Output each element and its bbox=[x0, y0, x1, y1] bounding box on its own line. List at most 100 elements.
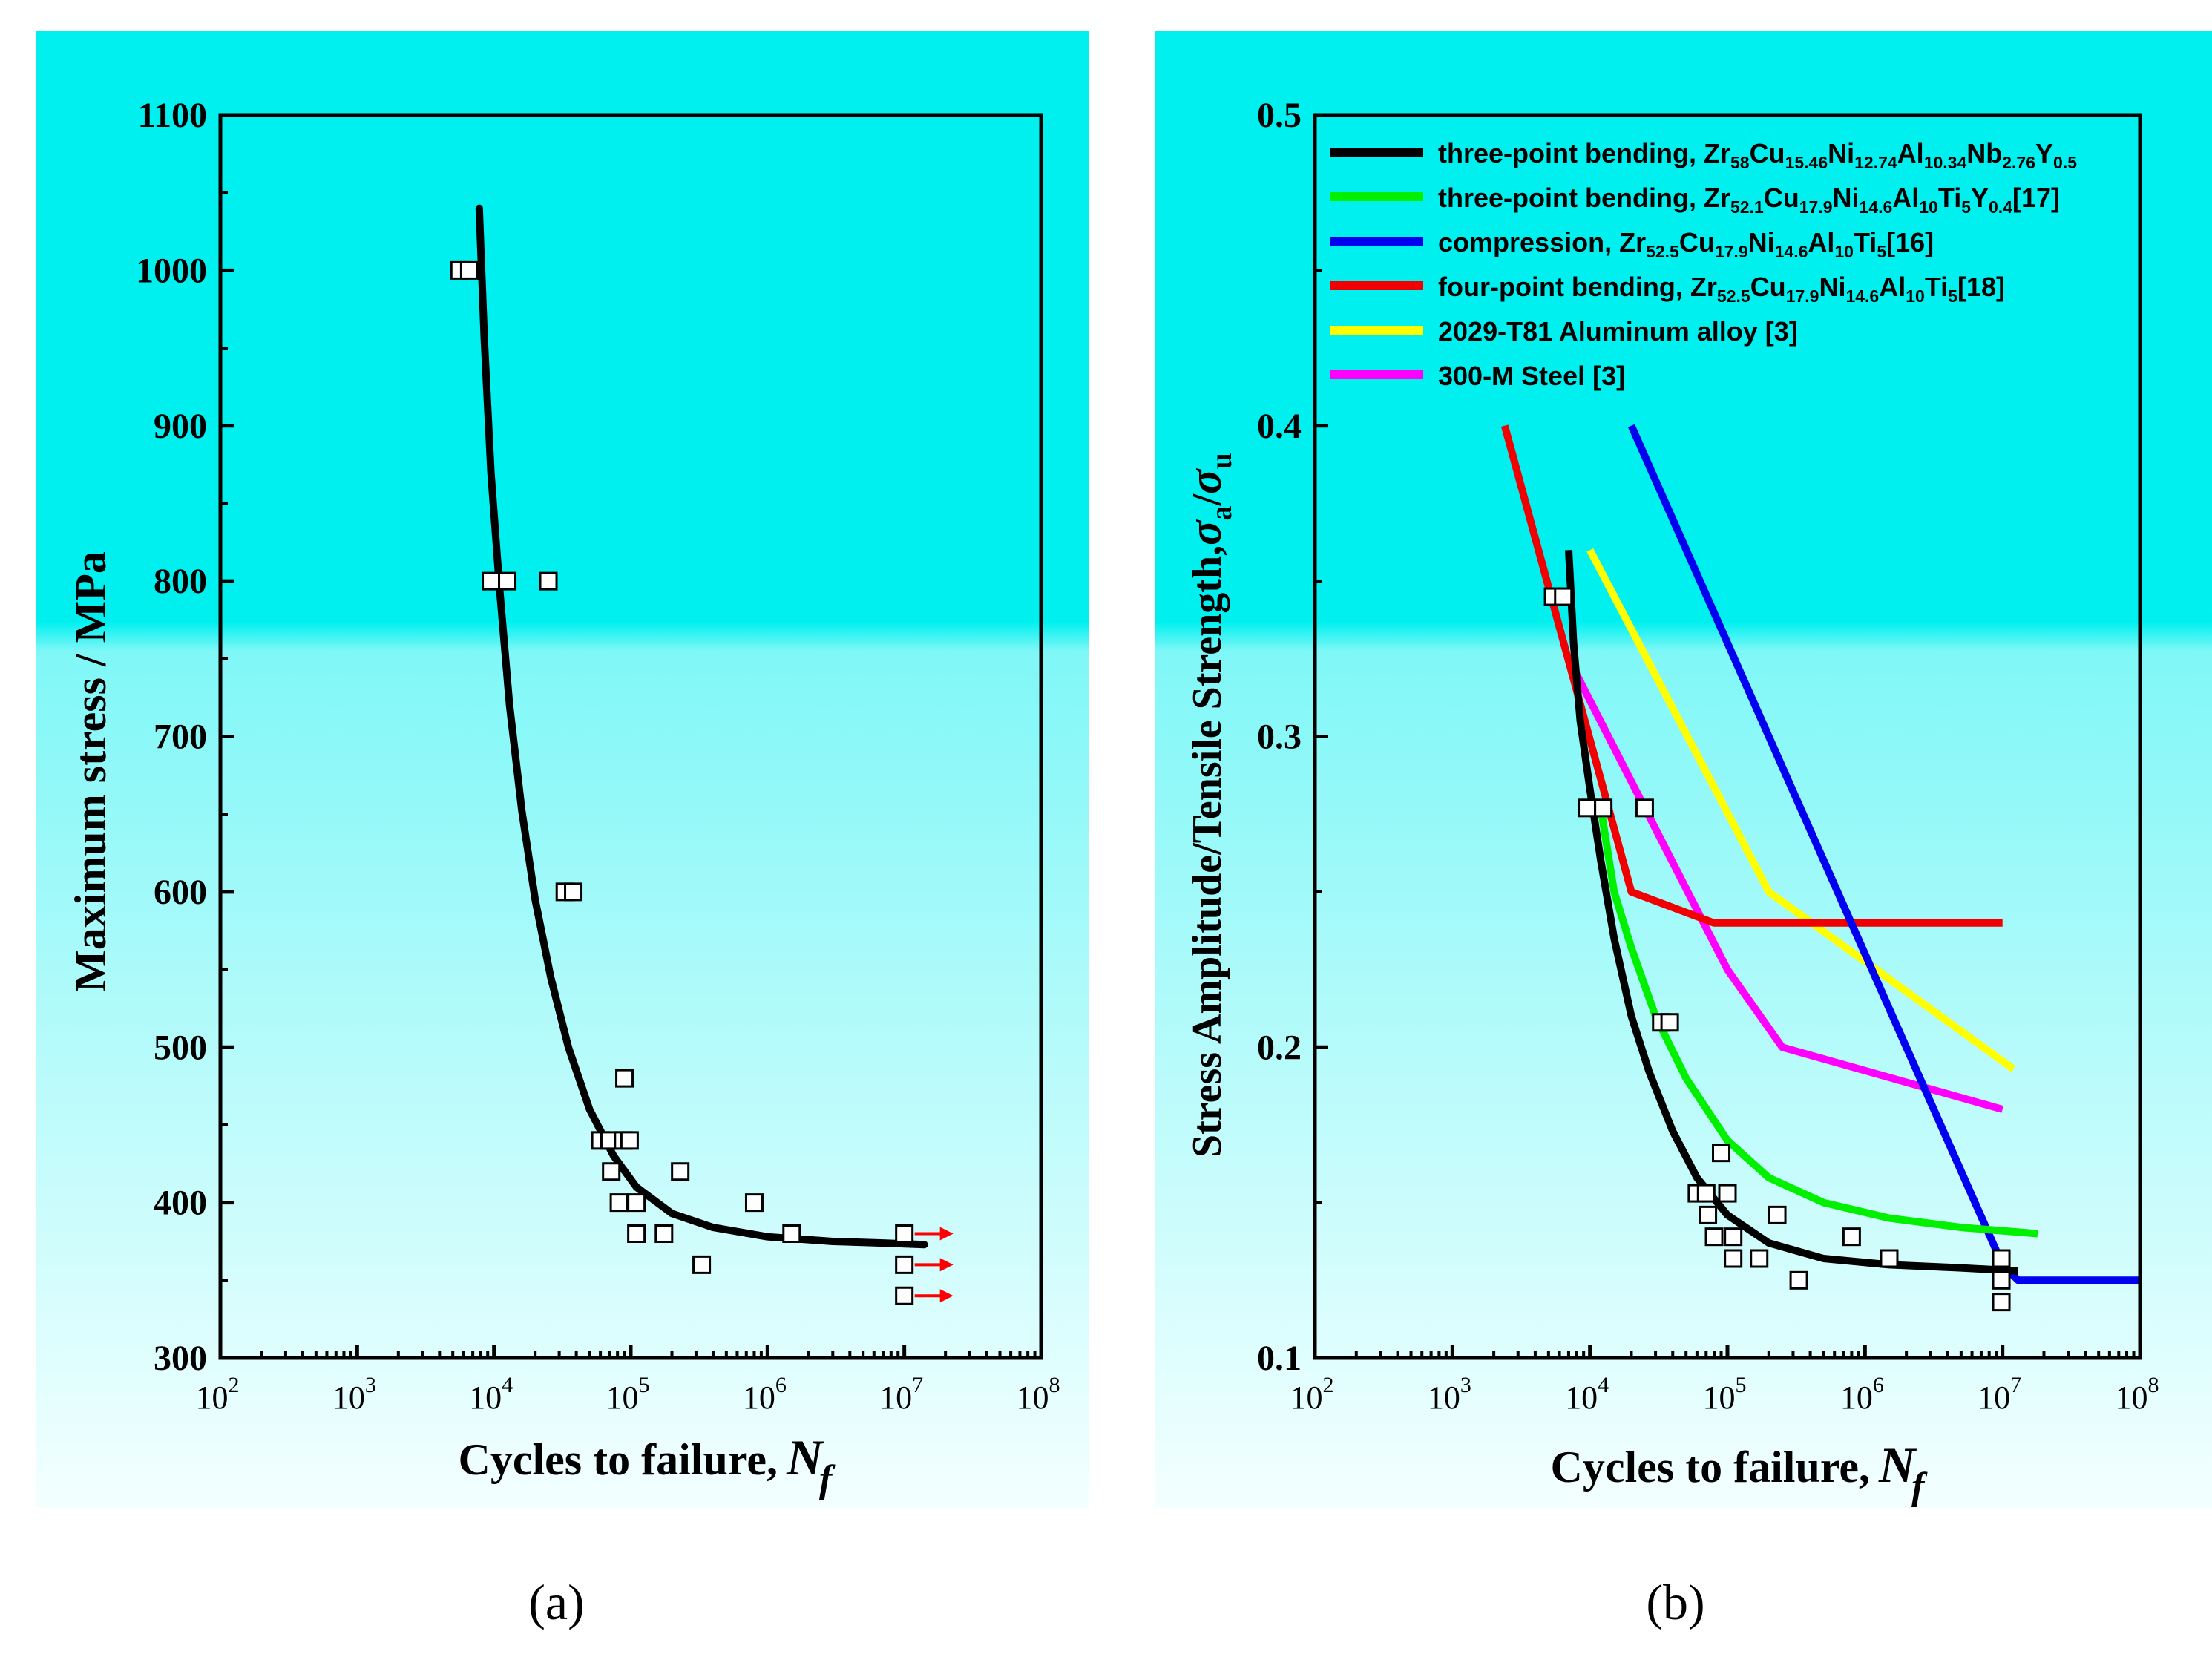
a-y-tick-label: 900 bbox=[154, 407, 207, 446]
panel-b-series-line bbox=[1573, 672, 2004, 1113]
b-x-tick-label: 102 bbox=[1290, 1373, 1334, 1416]
b-y-tick-label: 0.2 bbox=[1257, 1028, 1302, 1067]
panel-b-y-axis-sigma-a: σ bbox=[1181, 519, 1231, 545]
b-y-tick-label: 0.4 bbox=[1257, 407, 1302, 446]
panel-a-data-point bbox=[564, 882, 583, 902]
a-y-tick-label: 600 bbox=[154, 873, 207, 912]
a-x-tick-label: 106 bbox=[743, 1373, 787, 1416]
panel-b-series-line bbox=[1500, 424, 2003, 927]
panel-a-caption: (a) bbox=[528, 1574, 584, 1630]
panel-b-data-point bbox=[1724, 1249, 1743, 1268]
panel-b-series-line bbox=[1565, 550, 2019, 1275]
panel-a-x-axis-label: Cycles to failure, bbox=[459, 1435, 778, 1484]
panel-a-runout-arrows bbox=[914, 1227, 954, 1303]
panel-a-data-point bbox=[539, 571, 558, 591]
panel-b-data-point bbox=[1578, 798, 1597, 818]
panel-b-data-point bbox=[1992, 1293, 2011, 1312]
panel-b-y-axis-slash: / bbox=[1184, 493, 1230, 506]
panel-a-data-point bbox=[895, 1255, 914, 1274]
panel-b-data-points bbox=[1543, 587, 2011, 1312]
panel-b-data-point bbox=[1842, 1227, 1861, 1247]
panel-a-axes-frame bbox=[218, 113, 1043, 1360]
a-y-tick-label: 700 bbox=[154, 718, 207, 757]
panel-b-y-axis-sub-a: a bbox=[1204, 505, 1238, 520]
panel-b-data-point bbox=[1554, 587, 1573, 606]
panel-a-data-point bbox=[627, 1193, 646, 1213]
panel-a-fit-curve bbox=[475, 204, 928, 1249]
a-x-tick-label: 104 bbox=[469, 1373, 513, 1416]
panel-b-data-point bbox=[1750, 1249, 1769, 1268]
a-y-tick-label: 800 bbox=[154, 562, 207, 601]
a-y-tick-label: 500 bbox=[154, 1028, 207, 1067]
b-y-tick-label: 0.1 bbox=[1257, 1339, 1302, 1378]
panel-a-data-point bbox=[482, 571, 501, 591]
panel-b-series-line bbox=[1586, 548, 2016, 1072]
panel-a-runout-arrowhead bbox=[939, 1258, 954, 1272]
panel-b-data-point bbox=[1660, 1013, 1679, 1032]
panel-b-y-axis-sigma-u: σ bbox=[1181, 468, 1231, 494]
a-x-tick-label: 103 bbox=[332, 1373, 376, 1416]
panel-b-data-point bbox=[1789, 1270, 1808, 1290]
b-x-tick-label: 108 bbox=[2116, 1373, 2159, 1416]
a-y-tick-label: 300 bbox=[154, 1339, 207, 1378]
panel-a-data-point bbox=[895, 1286, 914, 1305]
panel-a-background bbox=[36, 31, 1089, 1508]
legend-label: three-point bending, Zr52.1Cu17.9Ni14.6A… bbox=[1438, 183, 2060, 217]
a-x-tick-label: 107 bbox=[879, 1373, 923, 1416]
panel-a-x-axis-variable-sub: f bbox=[819, 1458, 836, 1500]
panel-a-data-point bbox=[627, 1224, 646, 1243]
panel-b-data-point bbox=[1594, 798, 1613, 818]
b-x-tick-label: 107 bbox=[1978, 1373, 2021, 1416]
legend-label: four-point bending, Zr52.5Cu17.9Ni14.6Al… bbox=[1438, 272, 2005, 306]
panel-b-data-point bbox=[1704, 1227, 1724, 1247]
panel-b-data-point bbox=[1992, 1270, 2011, 1290]
panel-b-series-lines bbox=[1500, 424, 2140, 1284]
panel-a-data-point bbox=[615, 1069, 634, 1088]
panel-a-x-tick-labels: 102 103 104 105 106 107 108 bbox=[196, 1373, 1060, 1416]
panel-a-data-point bbox=[609, 1193, 629, 1213]
panel-a-data-point bbox=[671, 1162, 690, 1181]
a-x-tick-label: 102 bbox=[196, 1373, 240, 1416]
panel-a-data-point bbox=[654, 1224, 674, 1243]
b-y-tick-label: 0.3 bbox=[1257, 718, 1302, 757]
panel-a-runout-arrowhead bbox=[939, 1227, 954, 1241]
panel-b-x-tick-labels: 102 103 104 105 106 107 108 bbox=[1290, 1373, 2159, 1416]
panel-b-data-point bbox=[1992, 1249, 2011, 1268]
a-y-tick-label: 1100 bbox=[138, 96, 207, 135]
panel-b-y-tick-labels: 0.1 0.2 0.3 0.4 0.5 bbox=[1257, 96, 1302, 1378]
panel-a-data-point bbox=[782, 1224, 801, 1243]
panel-b-x-axis-variable-sub: f bbox=[1911, 1466, 1928, 1508]
a-x-tick-label: 105 bbox=[606, 1373, 650, 1416]
legend-label: three-point bending, Zr58Cu15.46Ni12.74A… bbox=[1438, 138, 2077, 172]
panel-b-x-axis-label: Cycles to failure, bbox=[1551, 1443, 1870, 1492]
b-x-tick-label: 106 bbox=[1840, 1373, 1884, 1416]
panel-b-caption: (b) bbox=[1646, 1574, 1704, 1630]
panel-b-data-point bbox=[1699, 1205, 1718, 1224]
a-y-tick-label: 1000 bbox=[136, 251, 207, 290]
panel-b-data-point bbox=[1718, 1184, 1737, 1203]
b-y-tick-label: 0.5 bbox=[1257, 96, 1302, 135]
panel-b-axes-frame bbox=[1313, 113, 2142, 1360]
panel-b-y-axis-sub-u: u bbox=[1204, 453, 1238, 469]
panel-b-data-point bbox=[1768, 1205, 1787, 1224]
panel-a-data-point bbox=[744, 1193, 764, 1213]
panel-a-data-point bbox=[602, 1162, 621, 1181]
panel-b-data-point bbox=[1724, 1227, 1743, 1247]
panel-a-data-point bbox=[620, 1131, 639, 1150]
chart-panel-b: three-point bending, Zr58Cu15.46Ni12.74A… bbox=[1181, 96, 2159, 1630]
panel-a-y-tick-labels: 300 400 500 600 700 800 900 1000 1100 bbox=[136, 96, 207, 1378]
b-x-tick-label: 104 bbox=[1565, 1373, 1609, 1416]
legend-label: 300-M Steel [3] bbox=[1438, 361, 1625, 391]
legend-label: compression, Zr52.5Cu17.9Ni14.6Al10Ti5[1… bbox=[1438, 227, 1934, 261]
legend-label: 2029-T81 Aluminum alloy [3] bbox=[1438, 316, 1798, 347]
panel-a-data-point bbox=[895, 1224, 914, 1243]
panel-b-data-point bbox=[1635, 798, 1654, 818]
panel-b-x-axis-variable: N bbox=[1878, 1437, 1917, 1493]
b-x-tick-label: 105 bbox=[1703, 1373, 1747, 1416]
b-x-tick-label: 103 bbox=[1428, 1373, 1471, 1416]
panel-a-runout-arrowhead bbox=[939, 1289, 954, 1303]
panel-a-data-point bbox=[459, 260, 479, 280]
panel-a-x-axis-variable: N bbox=[786, 1429, 825, 1486]
panel-a-data-point bbox=[498, 571, 517, 591]
panel-b-data-point bbox=[1712, 1144, 1731, 1163]
